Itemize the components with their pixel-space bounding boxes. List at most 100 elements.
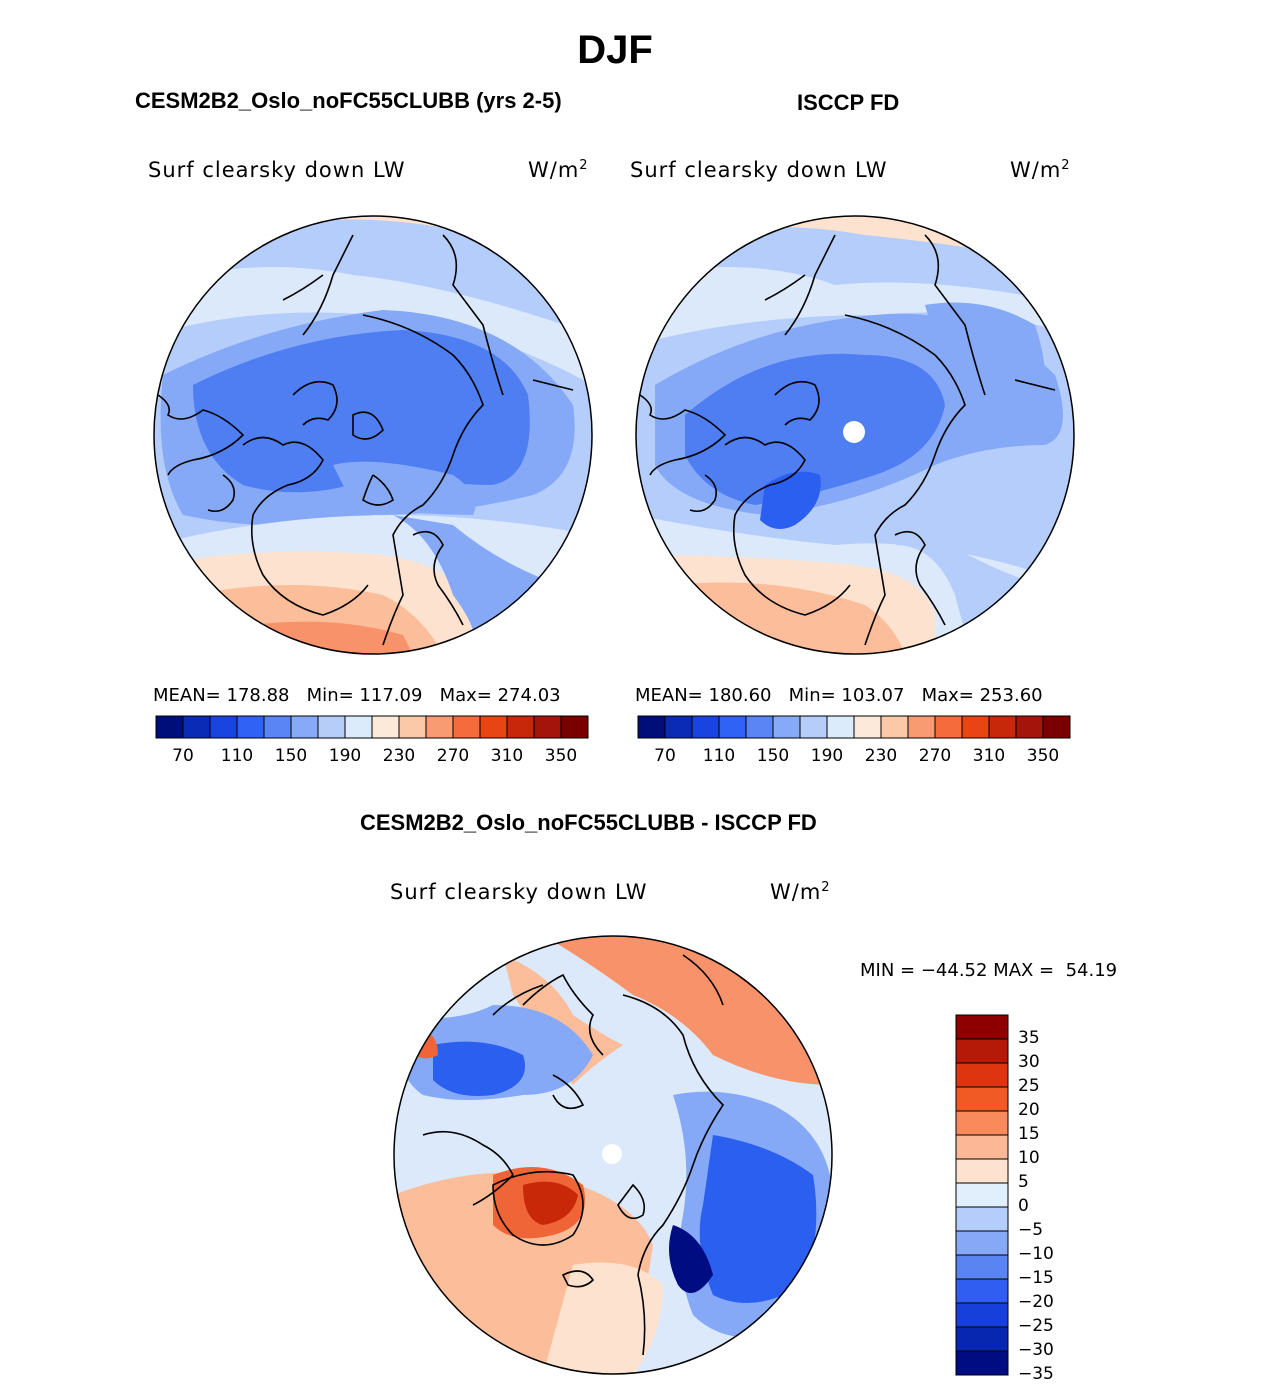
colorbar-swatch <box>664 715 693 739</box>
colorbar-swatch <box>853 715 882 739</box>
colorbar-swatch <box>955 1206 1009 1232</box>
colorbar-swatch <box>826 715 855 739</box>
colorbar-tick-label: 70 <box>654 746 676 766</box>
map-field-mid-blue-2 <box>925 302 1045 429</box>
colorbar-tick-label: 190 <box>328 746 362 766</box>
colorbar-swatch <box>955 1134 1009 1160</box>
model-units-label: W/m2 <box>528 158 589 182</box>
model-colorbar-labels: 70 110 150 190 230 270 310 350 <box>156 746 588 768</box>
colorbar-tick-label: 35 <box>1018 1028 1040 1048</box>
colorbar-swatch <box>452 715 481 739</box>
colorbar-swatch <box>236 715 265 739</box>
colorbar-tick-label: 15 <box>1018 1124 1040 1144</box>
colorbar-swatch <box>955 1350 1009 1376</box>
map-field-blue <box>193 330 530 493</box>
map-boundary <box>635 215 1075 655</box>
map-field-light-orange <box>503 955 623 1085</box>
colorbar-tick-label: 230 <box>864 746 898 766</box>
obs-units-label: W/m2 <box>1010 158 1071 182</box>
colorbar-swatch <box>955 1278 1009 1304</box>
colorbar-swatch <box>988 715 1017 739</box>
colorbar-swatch <box>290 715 319 739</box>
colorbar-swatch <box>799 715 828 739</box>
map-field-darkest-blue <box>669 1225 713 1293</box>
colorbar-tick-label: 10 <box>1018 1148 1040 1168</box>
colorbar-swatch <box>425 715 454 739</box>
colorbar-tick-label: 30 <box>1018 1052 1040 1072</box>
colorbar-tick-label: 190 <box>810 746 844 766</box>
map-boundary <box>153 215 593 655</box>
colorbar-tick-label: −5 <box>1018 1220 1044 1240</box>
colorbar-tick-label: 230 <box>382 746 416 766</box>
colorbar-tick-label: 150 <box>274 746 308 766</box>
colorbar-swatch <box>371 715 400 739</box>
obs-stats: MEAN= 180.60 Min= 103.07 Max= 253.60 <box>635 685 1043 706</box>
obs-colorbar <box>637 715 1071 739</box>
colorbar-swatch <box>955 1014 1009 1040</box>
colorbar-swatch <box>1042 715 1071 739</box>
colorbar-tick-label: 70 <box>172 746 194 766</box>
colorbar-tick-label: 20 <box>1018 1100 1040 1120</box>
model-variable-label: Surf clearsky down LW <box>148 158 406 182</box>
colorbar-swatch <box>533 715 562 739</box>
colorbar-swatch <box>560 715 589 739</box>
polar-gap <box>843 421 865 443</box>
diff-minmax: MIN = −44.52 MAX = 54.19 <box>860 960 1118 981</box>
colorbar-tick-label: −10 <box>1018 1244 1054 1264</box>
colorbar-swatch <box>637 715 666 739</box>
colorbar-swatch <box>880 715 909 739</box>
colorbar-tick-label: 5 <box>1018 1172 1029 1192</box>
coastlines <box>157 234 574 646</box>
colorbar-swatch <box>344 715 373 739</box>
colorbar-swatch <box>955 1326 1009 1352</box>
polar-gap <box>602 1144 622 1164</box>
colorbar-swatch <box>479 715 508 739</box>
colorbar-swatch <box>263 715 292 739</box>
colorbar-swatch <box>398 715 427 739</box>
colorbar-swatch <box>961 715 990 739</box>
colorbar-tick-label: 0 <box>1018 1196 1029 1216</box>
colorbar-swatch <box>317 715 346 739</box>
colorbar-swatch <box>955 1158 1009 1184</box>
colorbar-swatch <box>955 1038 1009 1064</box>
diff-units-label: W/m2 <box>770 880 831 904</box>
colorbar-swatch <box>506 715 535 739</box>
difference-title: CESM2B2_Oslo_noFC55CLUBB - ISCCP FD <box>360 810 817 835</box>
colorbar-tick-label: −20 <box>1018 1292 1054 1312</box>
colorbar-tick-label: 110 <box>220 746 254 766</box>
colorbar-tick-label: −35 <box>1018 1364 1054 1384</box>
colorbar-swatch <box>772 715 801 739</box>
colorbar-swatch <box>718 715 747 739</box>
colorbar-swatch <box>155 715 184 739</box>
colorbar-swatch <box>955 1086 1009 1112</box>
map-field-deep-blue <box>433 1041 525 1096</box>
colorbar-swatch <box>1015 715 1044 739</box>
season-title: DJF <box>577 28 653 72</box>
map-field-pale-orange <box>543 1262 663 1374</box>
difference-colorbar-labels: 35 30 25 20 15 10 5 0 −5 −10 −15 −20 −25 −30 −35 <box>1018 1015 1098 1384</box>
colorbar-tick-label: −30 <box>1018 1340 1054 1360</box>
model-stats: MEAN= 178.88 Min= 117.09 Max= 274.03 <box>153 685 561 706</box>
colorbar-swatch <box>955 1230 1009 1256</box>
map-field-pale-blue <box>636 267 1074 345</box>
difference-colorbar <box>955 1014 1009 1376</box>
obs-polar-map <box>635 215 1075 655</box>
map-field-dark-red <box>523 1181 578 1225</box>
colorbar-swatch <box>209 715 238 739</box>
coastlines <box>639 234 1056 646</box>
diff-variable-label: Surf clearsky down LW <box>390 880 648 904</box>
colorbar-swatch <box>955 1182 1009 1208</box>
colorbar-tick-label: 270 <box>918 746 952 766</box>
model-polar-map <box>153 215 593 655</box>
colorbar-tick-label: 110 <box>702 746 736 766</box>
model-panel-title: CESM2B2_Oslo_noFC55CLUBB (yrs 2-5) <box>135 88 562 113</box>
map-field-deep-blue-2 <box>699 1135 817 1303</box>
colorbar-swatch <box>955 1254 1009 1280</box>
obs-colorbar-labels: 70 110 150 190 230 270 310 350 <box>638 746 1070 768</box>
colorbar-swatch <box>691 715 720 739</box>
colorbar-swatch <box>955 1110 1009 1136</box>
colorbar-tick-label: 350 <box>544 746 578 766</box>
coastlines <box>422 954 725 1356</box>
map-field-pale-blue <box>154 267 592 385</box>
obs-variable-label: Surf clearsky down LW <box>630 158 888 182</box>
